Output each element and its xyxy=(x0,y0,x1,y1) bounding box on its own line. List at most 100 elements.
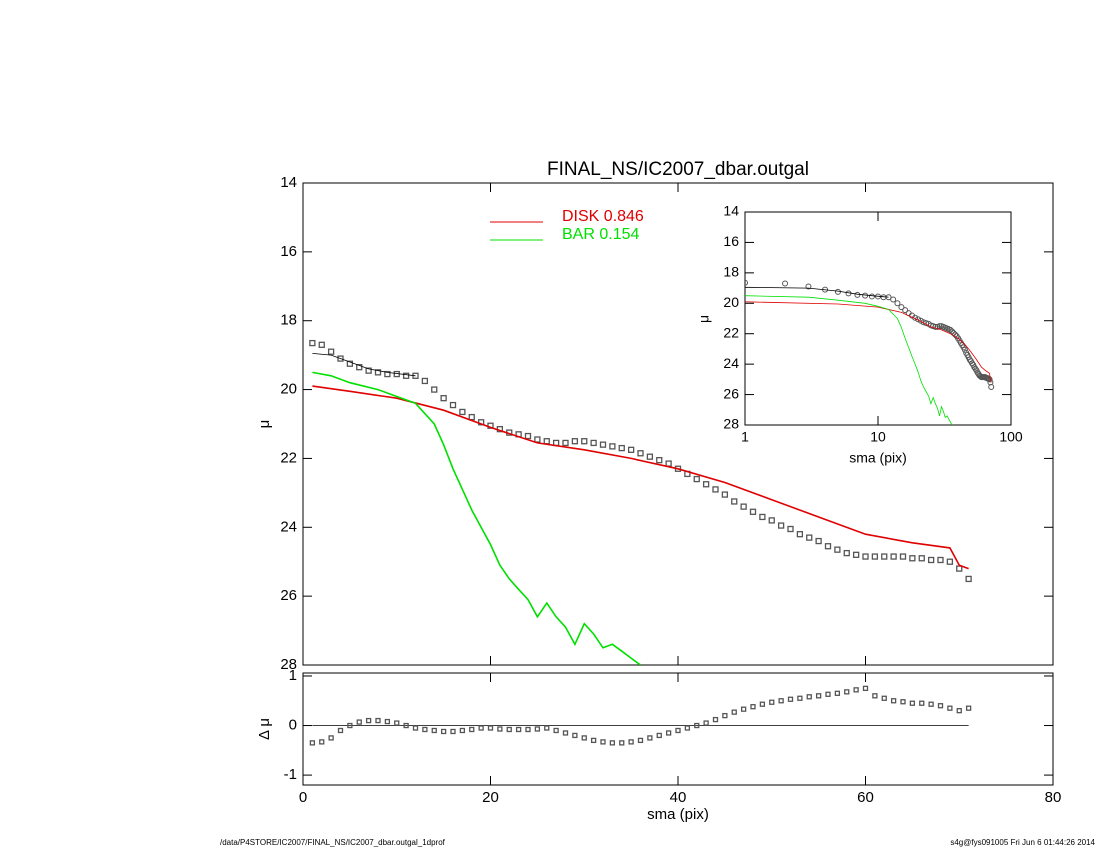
series-line xyxy=(312,353,416,377)
residual-point xyxy=(572,732,578,739)
data-point xyxy=(862,553,869,560)
residual-point xyxy=(787,696,794,702)
data-point xyxy=(581,438,588,445)
residual-point xyxy=(581,735,587,741)
data-point xyxy=(946,558,954,565)
inset-point xyxy=(782,280,789,287)
series-line xyxy=(745,286,889,298)
residual-point xyxy=(769,699,775,705)
y-tick-label: -1 xyxy=(284,766,297,783)
legend-label: BAR 0.154 xyxy=(562,226,639,243)
residual-point xyxy=(797,695,803,701)
x-tick-label: 0 xyxy=(299,789,307,806)
data-point xyxy=(918,555,925,562)
y-tick-label: 28 xyxy=(280,656,297,673)
residual-point xyxy=(309,740,316,746)
residual-point xyxy=(703,720,709,726)
residual-point xyxy=(534,726,541,732)
inset-point xyxy=(834,288,841,295)
data-point xyxy=(599,441,607,448)
data-point xyxy=(384,370,391,378)
inset-point xyxy=(868,293,875,300)
data-point xyxy=(431,386,438,393)
residual-point xyxy=(881,695,887,701)
x-axis-label: sma (pix) xyxy=(849,450,907,466)
residual-point xyxy=(722,712,728,719)
data-point xyxy=(852,551,860,558)
data-point xyxy=(665,460,672,467)
residual-point xyxy=(900,699,906,705)
data-point xyxy=(843,549,850,557)
data-point xyxy=(618,444,625,452)
data-point xyxy=(562,439,569,447)
x-axis-label: sma (pix) xyxy=(647,806,709,823)
inset-point xyxy=(936,323,943,330)
series-line xyxy=(745,301,992,383)
residual-point xyxy=(562,730,569,736)
residual-point xyxy=(319,739,325,745)
residual-point xyxy=(337,727,344,734)
residual-point xyxy=(919,700,925,706)
residual-point xyxy=(365,717,372,724)
y-tick-label: 22 xyxy=(723,324,739,340)
data-point xyxy=(965,575,972,583)
residual-point xyxy=(450,728,456,735)
y-tick-label: 20 xyxy=(723,294,739,310)
x-tick-label: 1 xyxy=(741,429,749,445)
residual-point xyxy=(778,698,784,704)
y-axis-label: μ xyxy=(696,315,712,323)
series-line xyxy=(312,385,969,570)
data-point xyxy=(871,553,879,560)
x-tick-label: 100 xyxy=(999,429,1023,445)
data-point xyxy=(768,517,775,524)
residual-point xyxy=(619,740,625,746)
data-point xyxy=(937,556,944,564)
residual-point xyxy=(403,722,409,729)
inset-point xyxy=(745,279,748,286)
plot-area xyxy=(309,339,972,665)
y-tick-label: 16 xyxy=(723,233,739,249)
residual-point xyxy=(590,737,597,744)
y-tick-label: 24 xyxy=(280,518,297,535)
data-point xyxy=(459,408,466,416)
data-point xyxy=(337,355,344,362)
residual-point xyxy=(487,725,494,731)
residual-point xyxy=(675,727,681,734)
footer-right: s4g@fys091005 Fri Jun 6 01:44:26 2014 xyxy=(950,838,1095,847)
data-point xyxy=(796,531,804,538)
data-point xyxy=(590,439,597,447)
residual-point xyxy=(328,735,334,741)
residual-point xyxy=(375,717,381,724)
y-tick-label: 24 xyxy=(723,355,739,371)
residual-point xyxy=(394,720,400,726)
x-tick-label: 60 xyxy=(857,789,874,806)
residual-point xyxy=(872,693,878,699)
y-tick-label: 14 xyxy=(723,203,739,219)
residual-point xyxy=(497,726,503,732)
data-point xyxy=(571,438,579,445)
residual-point xyxy=(647,735,653,741)
data-point xyxy=(421,377,429,385)
plot-frame xyxy=(744,211,1012,426)
data-point xyxy=(693,475,700,483)
y-tick-label: 0 xyxy=(289,716,297,733)
series-line xyxy=(745,295,953,425)
data-point xyxy=(318,341,325,348)
residual-point xyxy=(356,719,362,725)
data-point xyxy=(749,508,757,515)
chart-title: FINAL_NS/IC2007_dbar.outgal xyxy=(547,159,809,180)
inset-point xyxy=(894,300,901,307)
data-point xyxy=(440,395,447,402)
residual-point xyxy=(825,691,831,697)
y-tick-label: 16 xyxy=(280,243,297,260)
data-point xyxy=(712,486,719,493)
residual-point xyxy=(412,725,419,731)
data-point xyxy=(534,436,541,443)
residual-point xyxy=(844,689,850,695)
data-point xyxy=(543,438,550,445)
y-tick-label: 18 xyxy=(723,264,739,280)
residual-point xyxy=(469,726,475,733)
data-point xyxy=(721,491,729,498)
residual-point xyxy=(694,722,700,729)
